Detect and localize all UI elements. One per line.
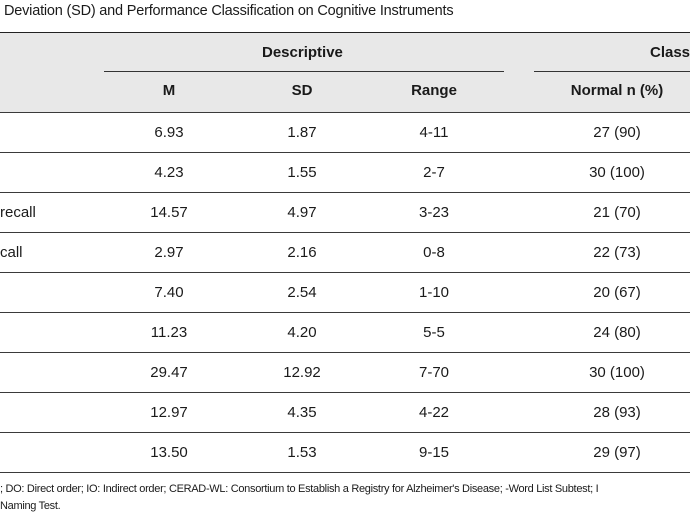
table-header — [0, 32, 690, 112]
cell-range: 1-10 — [418, 284, 450, 301]
cell-sd: 4.20 — [287, 324, 317, 341]
row-label: call — [0, 244, 23, 261]
cell-m: 7.40 — [154, 284, 184, 301]
cell-range: 3-23 — [418, 204, 450, 221]
cell-range: 4-11 — [419, 124, 449, 141]
cell-normal: 22 (73) — [593, 244, 641, 261]
descriptive-underline — [104, 71, 504, 72]
cell-sd: 12.92 — [283, 364, 321, 381]
row-rule — [0, 232, 690, 233]
cell-range: 0-8 — [423, 244, 445, 261]
cell-range: 7-70 — [418, 364, 450, 381]
cell-sd: 2.54 — [287, 284, 317, 301]
cell-m: 2.97 — [154, 244, 184, 261]
cell-sd: 2.16 — [287, 244, 317, 261]
classification-underline — [534, 71, 690, 72]
cell-sd: 1.53 — [287, 444, 317, 461]
row-rule — [0, 432, 690, 433]
row-rule — [0, 392, 690, 393]
column-header-m: M — [162, 82, 176, 99]
cell-m: 6.93 — [154, 124, 184, 141]
cell-sd: 1.87 — [287, 124, 317, 141]
row-rule — [0, 472, 690, 473]
cell-normal: 27 (90) — [593, 124, 641, 141]
table-title: Deviation (SD) and Performance Classific… — [4, 3, 454, 19]
cell-range: 5-5 — [423, 324, 445, 341]
cell-sd: 4.97 — [287, 204, 317, 221]
column-header-normal: Normal n (%) — [570, 82, 664, 99]
cell-normal: 20 (67) — [593, 284, 641, 301]
row-rule — [0, 192, 690, 193]
cell-normal: 30 (100) — [589, 364, 645, 381]
cell-normal: 24 (80) — [593, 324, 641, 341]
column-header-sd: SD — [291, 82, 313, 99]
header-bottom-rule — [0, 112, 690, 113]
cell-normal: 30 (100) — [589, 164, 645, 181]
row-rule — [0, 272, 690, 273]
cell-normal: 29 (97) — [593, 444, 641, 461]
cell-m: 13.50 — [150, 444, 188, 461]
footnote-line-1: ; DO: Direct order; IO: Indirect order; … — [0, 483, 599, 495]
cell-m: 29.47 — [150, 364, 188, 381]
row-label: recall — [0, 204, 36, 221]
cell-normal: 28 (93) — [593, 404, 641, 421]
group-header-descriptive: Descriptive — [262, 44, 343, 61]
group-header-classification: Class — [650, 44, 690, 61]
column-header-range: Range — [411, 82, 457, 99]
cell-m: 12.97 — [150, 404, 188, 421]
cell-range: 2-7 — [423, 164, 445, 181]
row-rule — [0, 152, 690, 153]
cell-range: 4-22 — [418, 404, 450, 421]
cell-m: 14.57 — [150, 204, 188, 221]
cell-m: 11.23 — [150, 324, 188, 341]
row-rule — [0, 312, 690, 313]
cell-sd: 4.35 — [287, 404, 317, 421]
cell-sd: 1.55 — [287, 164, 317, 181]
cell-range: 9-15 — [418, 444, 450, 461]
table-top-rule — [0, 32, 690, 33]
footnote-line-2: Naming Test. — [0, 500, 61, 512]
row-rule — [0, 352, 690, 353]
cell-m: 4.23 — [154, 164, 184, 181]
cell-normal: 21 (70) — [593, 204, 641, 221]
